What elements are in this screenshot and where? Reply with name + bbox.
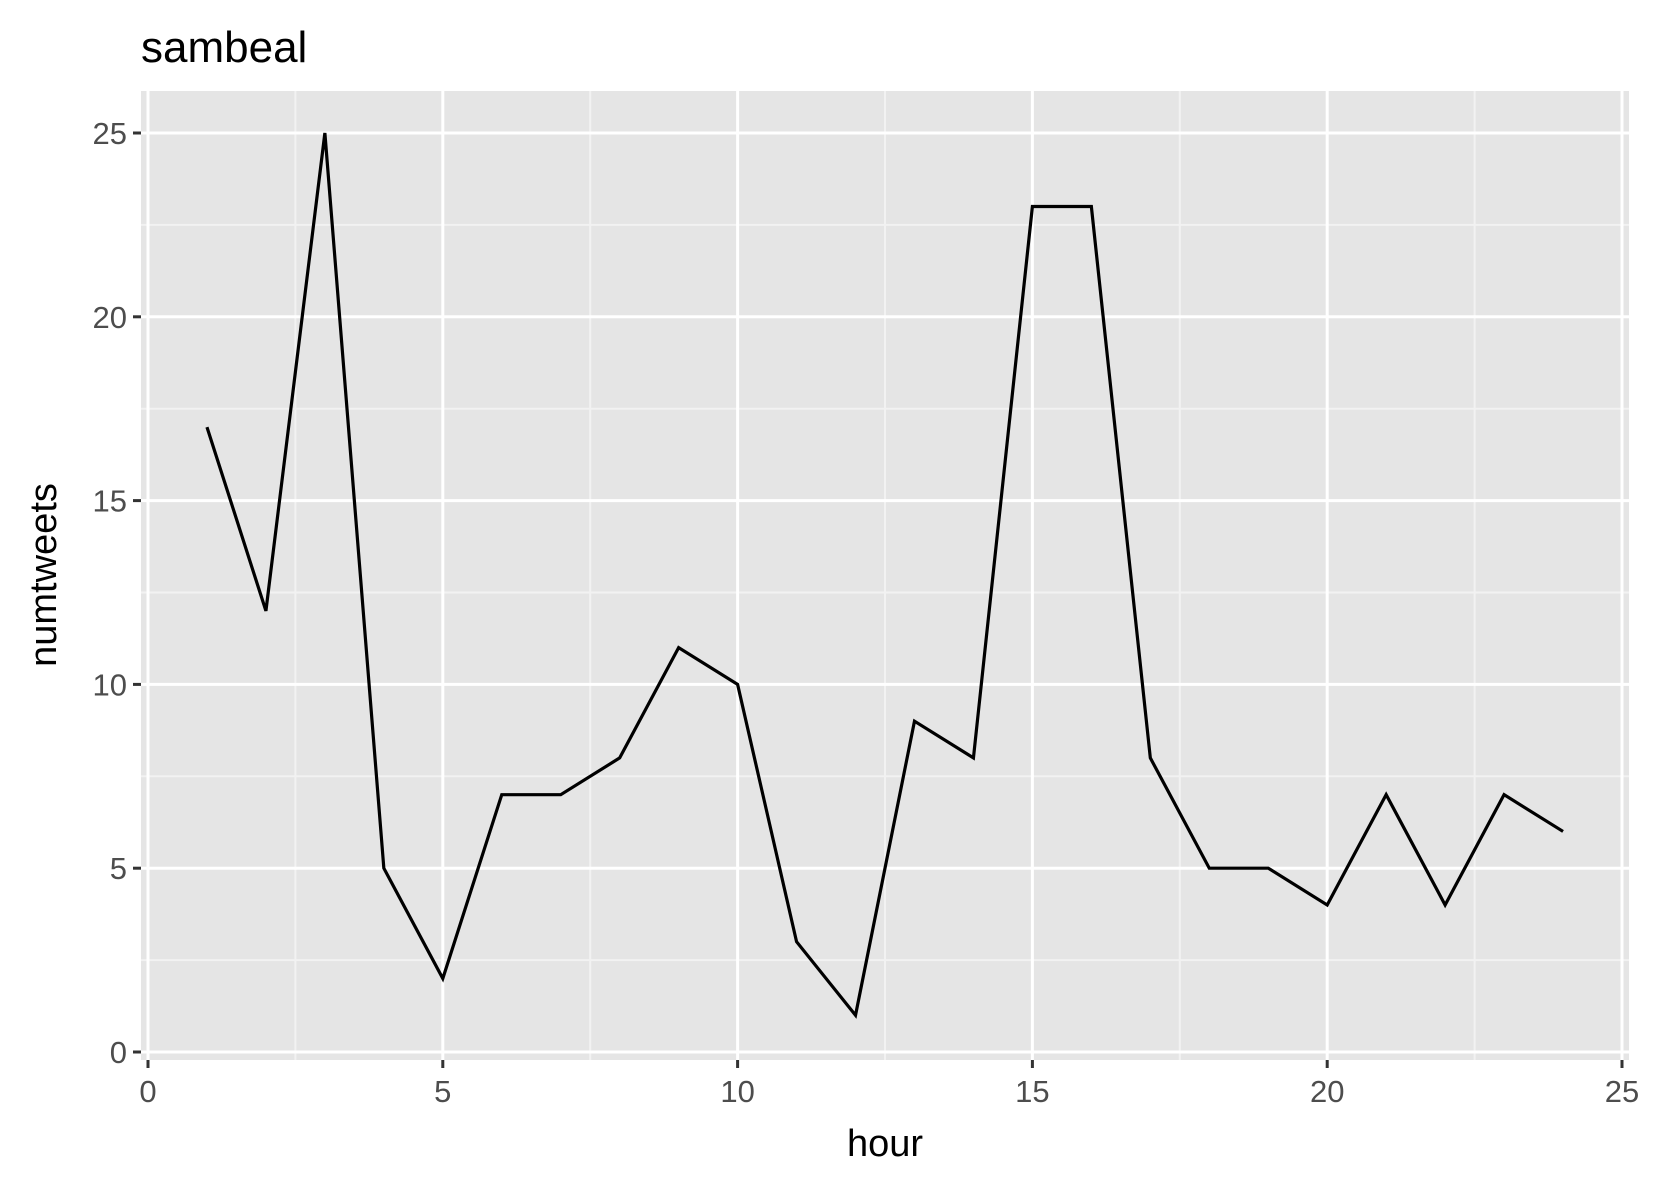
x-tick-label: 5 — [434, 1074, 451, 1109]
x-axis-title: hour — [847, 1123, 923, 1165]
major-gridlines — [141, 91, 1629, 1060]
y-axis-title: numtweets — [23, 483, 65, 667]
chart-title: sambeal — [141, 23, 307, 72]
minor-gridlines — [141, 91, 1629, 1060]
y-tick-label: 10 — [93, 667, 127, 702]
y-axis: 0 5 10 15 20 25 — [93, 116, 141, 1070]
y-tick-label: 20 — [93, 300, 127, 335]
x-tick-label: 10 — [720, 1074, 754, 1109]
x-axis: 0 5 10 15 20 25 — [139, 1060, 1639, 1109]
x-tick-label: 15 — [1015, 1074, 1049, 1109]
y-tick-label: 5 — [110, 851, 127, 886]
y-tick-label: 15 — [93, 484, 127, 519]
series-line — [205, 132, 1564, 1019]
x-tick-label: 0 — [139, 1074, 156, 1109]
y-tick-label: 25 — [93, 116, 127, 151]
x-tick-label: 20 — [1310, 1074, 1344, 1109]
y-tick-label: 0 — [110, 1035, 127, 1070]
series-layer — [205, 132, 1564, 1019]
x-tick-label: 25 — [1605, 1074, 1639, 1109]
